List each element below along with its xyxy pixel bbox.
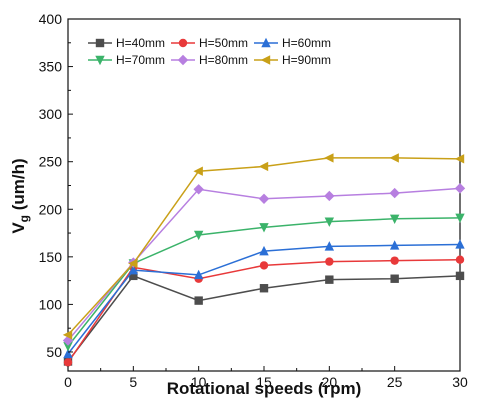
data-point bbox=[177, 54, 189, 66]
data-point bbox=[261, 37, 271, 48]
y-tick-label: 300 bbox=[39, 106, 63, 122]
data-point bbox=[259, 261, 269, 270]
x-tick-label: 0 bbox=[64, 374, 72, 390]
x-tick-label: 25 bbox=[387, 374, 403, 390]
data-point bbox=[454, 154, 465, 164]
data-point bbox=[259, 223, 269, 233]
data-point bbox=[324, 153, 334, 163]
data-point bbox=[389, 187, 400, 199]
data-point bbox=[390, 256, 399, 265]
y-tick-label: 250 bbox=[39, 154, 63, 170]
legend-label: H=40mm bbox=[116, 36, 165, 50]
y-axis-title: Vg (um/h) bbox=[9, 158, 31, 233]
x-tick-label: 10 bbox=[191, 374, 207, 390]
series-h-50mm bbox=[63, 255, 465, 367]
data-point bbox=[193, 166, 203, 176]
data-point bbox=[63, 342, 73, 352]
data-point bbox=[455, 271, 465, 281]
y-tick-label: 50 bbox=[46, 344, 62, 360]
data-point bbox=[128, 258, 138, 269]
y-axis-title-unit: (um/h) bbox=[9, 158, 28, 215]
series-h-40mm bbox=[63, 271, 465, 366]
data-point bbox=[455, 255, 465, 264]
legend-item: H=60mm bbox=[254, 36, 331, 50]
legend-item: H=50mm bbox=[171, 36, 248, 50]
y-tick-label: 400 bbox=[39, 11, 63, 27]
series-h-90mm bbox=[62, 153, 465, 340]
data-point bbox=[258, 161, 269, 172]
data-point bbox=[389, 240, 400, 250]
data-point bbox=[455, 239, 465, 249]
data-point bbox=[325, 275, 334, 284]
y-tick-label: 100 bbox=[39, 296, 63, 312]
series-line bbox=[67, 217, 461, 347]
y-tick-label: 350 bbox=[39, 59, 63, 75]
legend-label: H=60mm bbox=[282, 36, 331, 50]
data-point bbox=[324, 217, 335, 227]
legend-item: H=80mm bbox=[171, 53, 248, 67]
data-point bbox=[193, 269, 204, 280]
data-point bbox=[390, 274, 399, 283]
legend-item: H=70mm bbox=[88, 53, 165, 67]
data-point bbox=[325, 257, 334, 266]
data-point bbox=[62, 330, 73, 340]
legend-label: H=50mm bbox=[199, 36, 248, 50]
series-line bbox=[67, 258, 461, 363]
data-point bbox=[389, 153, 399, 163]
x-tick-label: 15 bbox=[256, 374, 272, 390]
legend-label: H=90mm bbox=[282, 53, 331, 67]
data-point bbox=[324, 241, 335, 251]
data-point bbox=[63, 358, 73, 367]
x-tick-label: 20 bbox=[322, 374, 338, 390]
y-tick-label: 150 bbox=[39, 249, 63, 265]
data-point bbox=[194, 296, 203, 305]
data-point bbox=[178, 38, 188, 48]
data-point bbox=[259, 245, 269, 256]
data-point bbox=[454, 183, 466, 194]
data-point bbox=[129, 271, 138, 281]
x-tick-label: 5 bbox=[129, 374, 137, 390]
data-point bbox=[95, 55, 105, 66]
legend-label: H=80mm bbox=[199, 53, 248, 67]
data-point bbox=[128, 264, 139, 275]
legend-item: H=90mm bbox=[254, 53, 331, 67]
data-point bbox=[95, 38, 105, 48]
data-point bbox=[63, 348, 73, 359]
y-axis-title-subscript: g bbox=[17, 215, 31, 222]
series-h-60mm bbox=[63, 239, 465, 359]
data-point bbox=[260, 55, 271, 65]
series-h-80mm bbox=[62, 183, 466, 346]
data-point bbox=[193, 230, 204, 241]
data-point bbox=[193, 184, 204, 195]
data-point bbox=[389, 214, 400, 224]
data-point bbox=[258, 193, 270, 205]
data-point bbox=[455, 213, 465, 224]
legend-item: H=40mm bbox=[88, 36, 165, 50]
data-point bbox=[259, 284, 269, 293]
x-tick-label: 30 bbox=[452, 374, 468, 390]
x-axis-title: Rotational speeds (rpm) bbox=[167, 379, 362, 398]
legend-label: H=70mm bbox=[116, 53, 165, 67]
y-tick-label: 200 bbox=[39, 201, 63, 217]
data-point bbox=[324, 190, 335, 202]
y-axis-title-main: V bbox=[9, 222, 28, 234]
